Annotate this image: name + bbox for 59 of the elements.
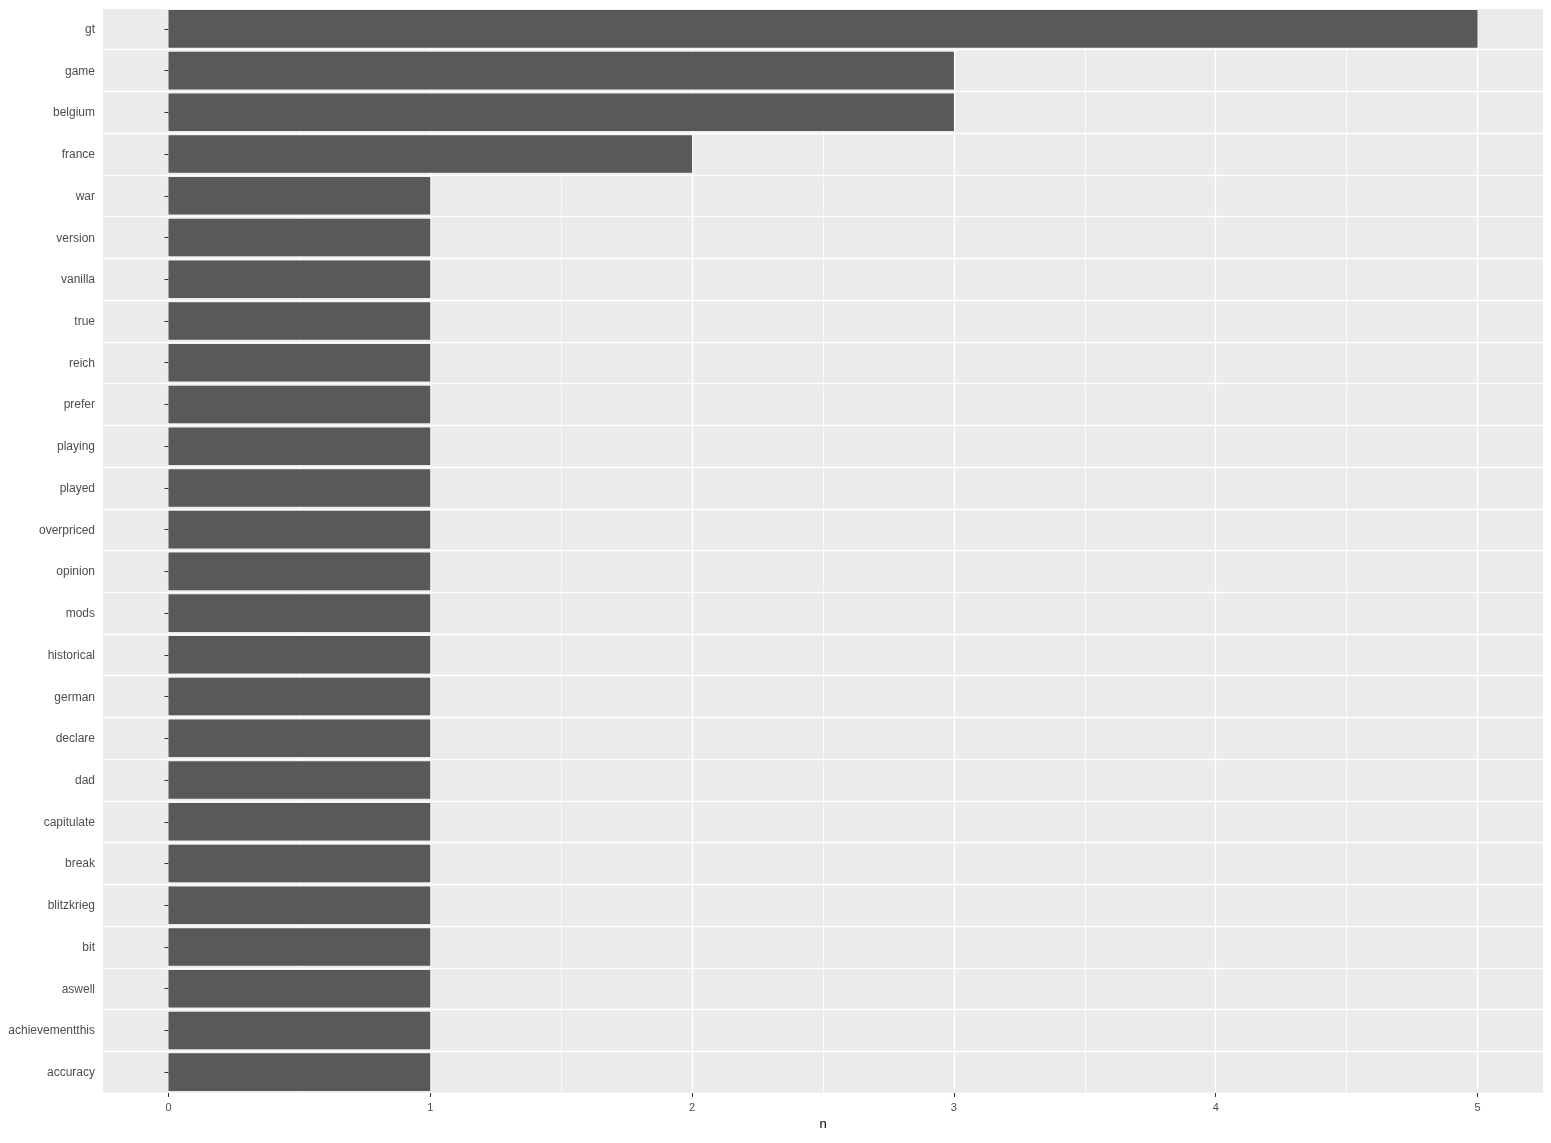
y-tick-label: bit [82,939,96,954]
y-tick-label: mods [65,606,95,621]
x-tick-label: 3 [950,1100,957,1113]
y-tick-label: game [64,63,96,78]
bar [168,302,431,340]
y-tick-label: played [59,480,95,495]
y-tick-label: german [54,689,95,704]
bar [168,177,431,215]
x-tick-label: 2 [689,1100,696,1113]
y-tick-label: belgium [52,105,95,120]
bar [168,636,431,674]
y-tick-label: break [64,856,96,871]
y-tick-label: capitulate [43,814,96,829]
y-tick-label: overpriced [38,522,95,537]
bar [168,469,431,507]
y-tick-label: prefer [63,397,95,412]
bar [168,343,431,382]
y-tick-label: blitzkrieg [47,898,95,913]
y-tick-label: historical [47,647,95,662]
bar [168,802,431,841]
bar [168,552,431,591]
bar [168,427,431,465]
bar [168,10,1478,48]
bar [168,844,431,883]
y-tick-label: aswell [61,981,95,996]
bar [168,1053,431,1091]
x-tick-label: 0 [165,1100,172,1113]
x-tick-label: 1 [427,1100,434,1113]
y-tick-label: true [74,313,96,328]
bar [168,1011,431,1050]
y-tick-label: dad [74,773,95,788]
bar [168,761,431,799]
bar [168,510,431,549]
y-tick-label: accuracy [46,1065,95,1080]
y-tick-label: opinion [56,564,95,579]
bar [168,886,431,924]
y-tick-label: gt [84,21,96,36]
y-tick-label: vanilla [60,272,96,287]
y-tick-label: france [61,147,96,162]
bar [168,928,431,966]
bar [168,385,431,424]
bar [168,135,693,173]
bar [168,93,954,132]
y-tick-label: achievementthis [8,1023,95,1038]
bar [168,594,431,632]
bar [168,218,431,257]
x-tick-label: 4 [1212,1100,1219,1113]
y-tick-label: war [74,188,95,203]
bar [168,677,431,716]
bar [168,969,431,1008]
y-tick-label: playing [56,439,95,454]
bar [168,719,431,758]
bar [168,51,954,90]
bar [168,260,431,299]
y-tick-label: version [56,230,95,245]
x-axis-title: n [819,1115,827,1131]
y-tick-label: declare [55,731,96,746]
y-tick-label: reich [68,355,95,370]
x-tick-label: 5 [1474,1100,1481,1113]
